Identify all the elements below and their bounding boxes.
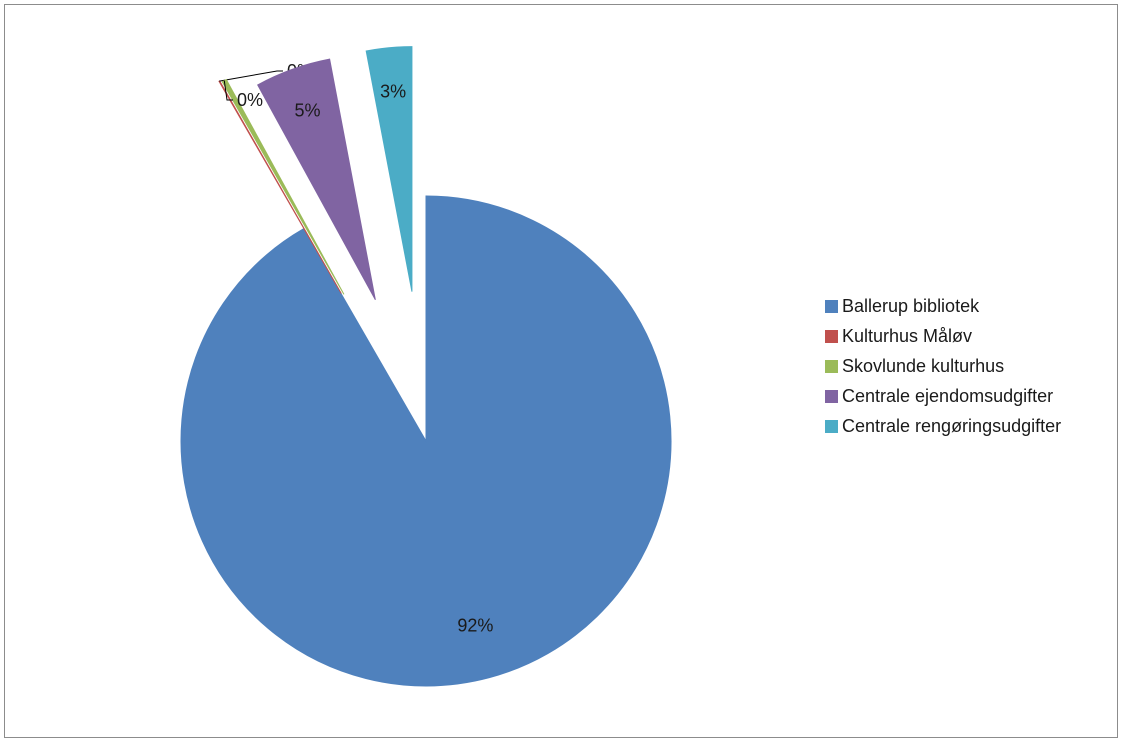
legend: Ballerup bibliotek Kulturhus Måløv Skovlun… xyxy=(825,291,1061,441)
pie-slice-1 xyxy=(180,195,672,687)
legend-swatch xyxy=(825,419,838,433)
legend-swatch xyxy=(825,329,838,343)
legend-item-5: Centrale rengøringsudgifter xyxy=(825,411,1061,441)
legend-swatch xyxy=(825,389,838,403)
legend-item-3: Skovlunde kulturhus xyxy=(825,351,1061,381)
legend-swatch xyxy=(825,359,838,373)
pie-slice-3 xyxy=(221,78,345,295)
legend-swatch xyxy=(825,299,838,313)
legend-item-2: Kulturhus Måløv xyxy=(825,321,1061,351)
legend-label: Skovlunde kulturhus xyxy=(842,355,1005,376)
legend-label: Centrale ejendomsudgifter xyxy=(842,385,1054,406)
chart-area: 92%0%0%5%3% Ballerup bibliotekKulturhus … xyxy=(4,4,1118,738)
legend-label: Centrale rengøringsudgifter xyxy=(842,415,1062,436)
legend-label: Kulturhus Måløv xyxy=(842,325,973,346)
data-label-4: 5% xyxy=(295,101,321,121)
legend-label: Ballerup bibliotek xyxy=(842,295,980,316)
legend-item-4: Centrale ejendomsudgifter xyxy=(825,381,1061,411)
leader-line-2 xyxy=(219,70,283,82)
pie-slice-4 xyxy=(257,58,376,301)
pie-chart: 92%0%0%5%3% xyxy=(180,46,672,687)
pie-slice-5 xyxy=(365,46,413,292)
data-label-1: 92% xyxy=(457,616,493,636)
leader-line-3 xyxy=(223,80,233,101)
data-label-3: 0% xyxy=(237,90,263,110)
data-label-5: 3% xyxy=(380,82,406,102)
legend-item-1: Ballerup bibliotek xyxy=(825,291,1061,321)
